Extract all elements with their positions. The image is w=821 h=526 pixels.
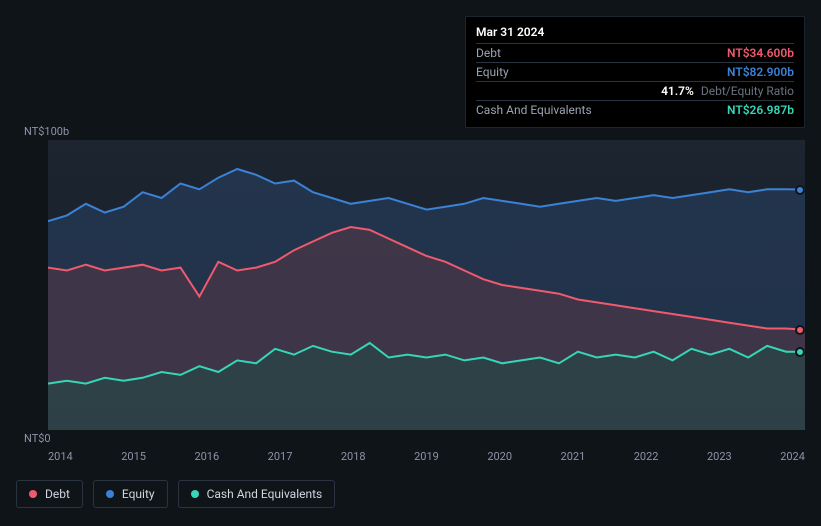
x-tick: 2015 — [121, 450, 146, 470]
tooltip-row-label: Equity — [476, 65, 509, 79]
tooltip-row: Equity NT$82.900b — [476, 62, 794, 81]
tooltip-row-value-wrap: NT$26.987b — [727, 103, 794, 117]
tooltip-row: Debt NT$34.600b — [476, 43, 794, 62]
end-marker-icon — [795, 185, 805, 195]
legend-item[interactable]: Debt — [16, 480, 83, 508]
tooltip-row-sub: Debt/Equity Ratio — [698, 84, 794, 98]
chart-plot[interactable] — [48, 140, 805, 430]
legend-item[interactable]: Equity — [93, 480, 168, 508]
x-tick: 2017 — [268, 450, 293, 470]
tooltip-rows: Debt NT$34.600b Equity NT$82.900b 41.7% Debt… — [476, 43, 794, 119]
tooltip-row-value-wrap: 41.7% Debt/Equity Ratio — [661, 84, 794, 98]
x-tick: 2019 — [414, 450, 439, 470]
tooltip-row-label: Debt — [476, 46, 501, 60]
tooltip-row-label: Cash And Equivalents — [476, 103, 592, 117]
legend-label: Equity — [122, 487, 155, 501]
tooltip-row-value: 41.7% — [661, 84, 694, 98]
x-tick: 2021 — [561, 450, 586, 470]
legend-dot-icon — [191, 490, 199, 498]
chart-area: NT$100b NT$0 — [16, 130, 805, 440]
x-tick: 2023 — [707, 450, 732, 470]
tooltip-row: Cash And Equivalents NT$26.987b — [476, 100, 794, 119]
tooltip-row-value-wrap: NT$82.900b — [727, 65, 794, 79]
x-tick: 2014 — [48, 450, 73, 470]
tooltip-date: Mar 31 2024 — [476, 25, 794, 43]
chart-legend: Debt Equity Cash And Equivalents — [16, 480, 335, 508]
legend-dot-icon — [29, 490, 37, 498]
tooltip-row-value-wrap: NT$34.600b — [727, 46, 794, 60]
x-axis: 2014 2015 2016 2017 2018 2019 2020 2021 2022 2023… — [48, 450, 805, 470]
chart-svg — [48, 140, 805, 430]
tooltip-row-value: NT$26.987b — [727, 103, 794, 117]
tooltip-row: 41.7% Debt/Equity Ratio — [476, 81, 794, 100]
data-tooltip: Mar 31 2024 Debt NT$34.600b Equity NT$82.90… — [465, 16, 805, 128]
legend-label: Cash And Equivalents — [207, 487, 323, 501]
legend-item[interactable]: Cash And Equivalents — [178, 480, 336, 508]
tooltip-row-value: NT$34.600b — [727, 46, 794, 60]
end-marker-icon — [795, 325, 805, 335]
legend-dot-icon — [106, 490, 114, 498]
x-tick: 2018 — [341, 450, 366, 470]
x-tick: 2022 — [634, 450, 659, 470]
legend-label: Debt — [45, 487, 70, 501]
y-axis-label-top: NT$100b — [24, 125, 69, 138]
y-axis-label-bottom: NT$0 — [24, 432, 51, 445]
end-marker-icon — [795, 347, 805, 357]
chart-container: Mar 31 2024 Debt NT$34.600b Equity NT$82.90… — [0, 0, 821, 526]
tooltip-row-value: NT$82.900b — [727, 65, 794, 79]
x-tick: 2020 — [487, 450, 512, 470]
x-tick: 2016 — [194, 450, 219, 470]
x-tick: 2024 — [780, 450, 805, 470]
